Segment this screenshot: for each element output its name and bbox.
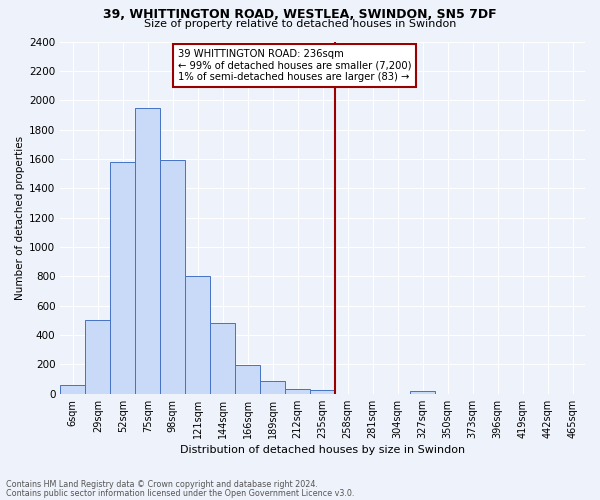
- Bar: [60, 385, 85, 394]
- Bar: [185, 276, 210, 394]
- Text: Contains public sector information licensed under the Open Government Licence v3: Contains public sector information licen…: [6, 489, 355, 498]
- Bar: [85, 320, 110, 394]
- Bar: [210, 324, 235, 394]
- Text: 39 WHITTINGTON ROAD: 236sqm
← 99% of detached houses are smaller (7,200)
1% of s: 39 WHITTINGTON ROAD: 236sqm ← 99% of det…: [178, 49, 411, 82]
- Bar: [110, 162, 135, 394]
- Bar: [285, 388, 310, 394]
- Y-axis label: Number of detached properties: Number of detached properties: [15, 136, 25, 300]
- Bar: [135, 108, 160, 394]
- X-axis label: Distribution of detached houses by size in Swindon: Distribution of detached houses by size …: [180, 445, 465, 455]
- Text: Size of property relative to detached houses in Swindon: Size of property relative to detached ho…: [144, 19, 456, 29]
- Text: 39, WHITTINGTON ROAD, WESTLEA, SWINDON, SN5 7DF: 39, WHITTINGTON ROAD, WESTLEA, SWINDON, …: [103, 8, 497, 20]
- Bar: [260, 380, 285, 394]
- Text: Contains HM Land Registry data © Crown copyright and database right 2024.: Contains HM Land Registry data © Crown c…: [6, 480, 318, 489]
- Bar: [410, 391, 435, 394]
- Bar: [160, 160, 185, 394]
- Bar: [310, 390, 335, 394]
- Bar: [235, 365, 260, 394]
